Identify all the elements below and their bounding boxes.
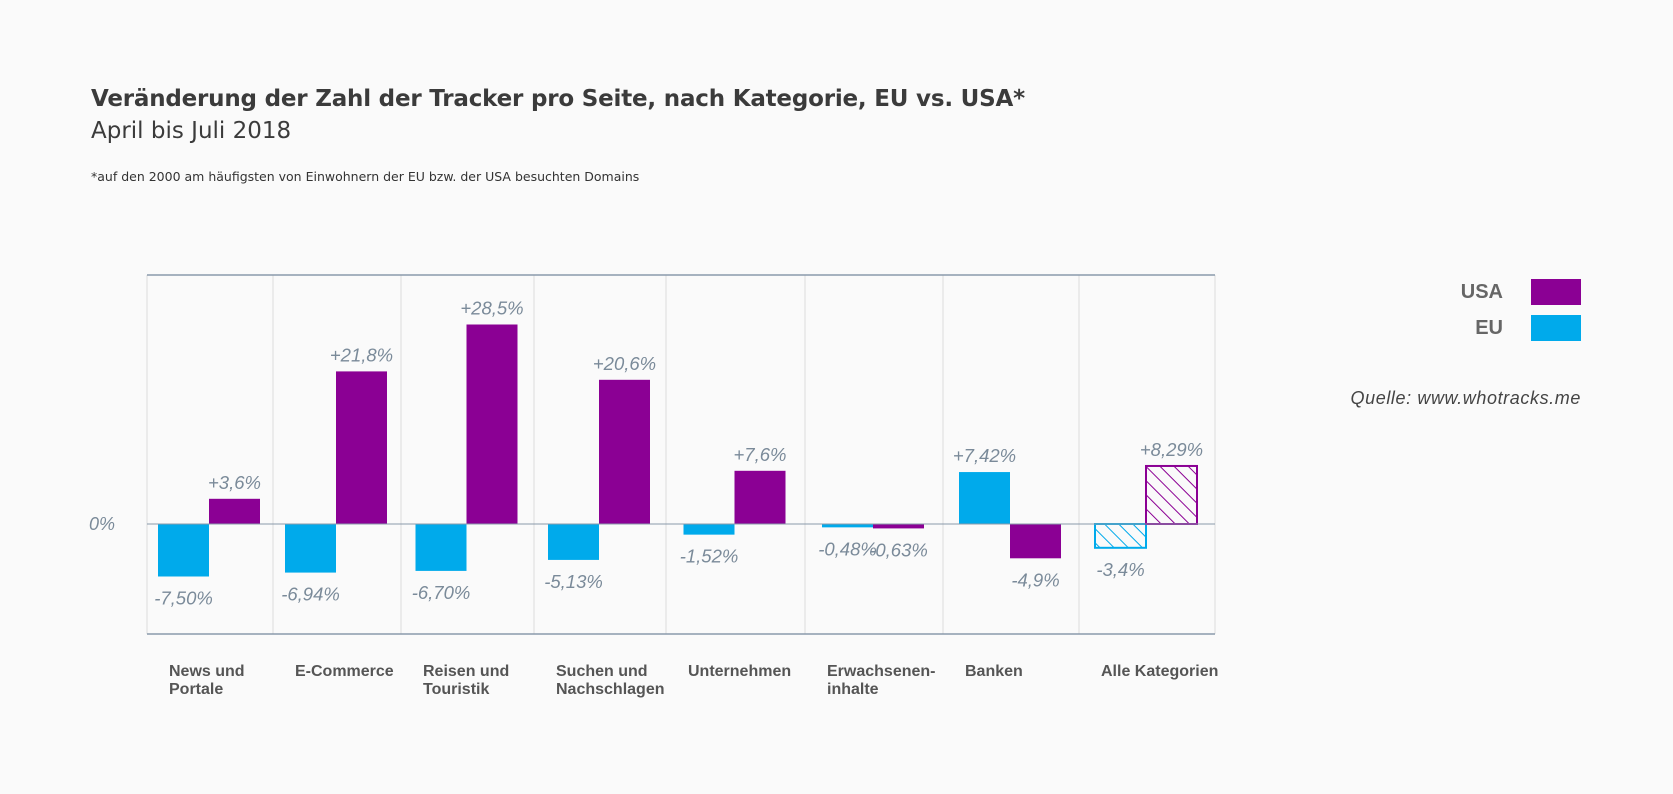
data-label-usa: +8,29%: [1140, 439, 1203, 460]
data-label-usa: +3,6%: [208, 472, 261, 493]
data-label-usa: +21,8%: [330, 344, 393, 365]
data-label-eu: -7,50%: [154, 588, 213, 609]
legend-label-eu: EU: [1475, 316, 1503, 339]
bar-usa: [734, 470, 786, 524]
legend-item-eu: EU: [1381, 310, 1581, 346]
data-label-eu: -6,70%: [412, 582, 471, 603]
chart-footnote: *auf den 2000 am häufigsten von Einwohne…: [91, 169, 640, 184]
bar-usa: [1145, 464, 1198, 525]
data-label-eu: -6,94%: [281, 584, 340, 605]
bar-eu: [683, 524, 735, 535]
bar-usa: [873, 524, 924, 529]
bar-eu: [959, 472, 1010, 524]
bar-eu: [822, 524, 873, 528]
data-label-usa: +28,5%: [460, 298, 523, 319]
legend-swatch-eu: [1531, 315, 1581, 341]
data-label-usa: +7,6%: [734, 444, 787, 465]
data-label-eu: -5,13%: [544, 571, 603, 592]
legend-item-usa: USA: [1381, 274, 1581, 310]
source-credit: Quelle: www.whotracks.me: [1350, 388, 1581, 408]
chart-title: Veränderung der Zahl der Tracker pro Sei…: [91, 86, 1025, 112]
bar-eu: [1094, 523, 1147, 549]
data-label-usa: -0,63%: [869, 539, 928, 560]
data-label-eu: +7,42%: [953, 445, 1016, 466]
legend-swatch-usa: [1531, 279, 1581, 305]
data-label-eu: -0,48%: [818, 538, 877, 559]
category-label: Unternehmen: [688, 663, 791, 680]
bar-usa: [466, 324, 518, 524]
data-label-usa: -4,9%: [1011, 569, 1059, 590]
bar-usa: [209, 498, 260, 524]
legend-label-usa: USA: [1460, 280, 1503, 303]
legend: USA EU: [1381, 274, 1581, 346]
category-label: Banken: [965, 663, 1023, 680]
bar-usa: [336, 371, 387, 524]
bar-eu: [415, 524, 467, 571]
category-label: E-Commerce: [295, 663, 394, 680]
data-label-usa: +20,6%: [593, 353, 656, 374]
bar-eu: [548, 524, 599, 560]
bar-usa: [1010, 524, 1061, 559]
category-label: Erwachsenen-inhalte: [827, 663, 935, 698]
bar-eu: [285, 524, 336, 573]
data-label-eu: -3,4%: [1096, 559, 1144, 580]
category-label: Alle Kategorien: [1101, 663, 1218, 680]
category-label: Suchen und Nachschlagen: [556, 663, 664, 698]
bar-eu: [158, 524, 209, 577]
bar-usa: [599, 379, 650, 524]
data-label-eu: -1,52%: [680, 546, 739, 567]
category-label: News und Portale: [169, 663, 245, 698]
category-label: Reisen und Touristik: [423, 663, 509, 698]
chart-subtitle: April bis Juli 2018: [91, 118, 292, 144]
zero-axis-label: 0%: [89, 514, 115, 534]
